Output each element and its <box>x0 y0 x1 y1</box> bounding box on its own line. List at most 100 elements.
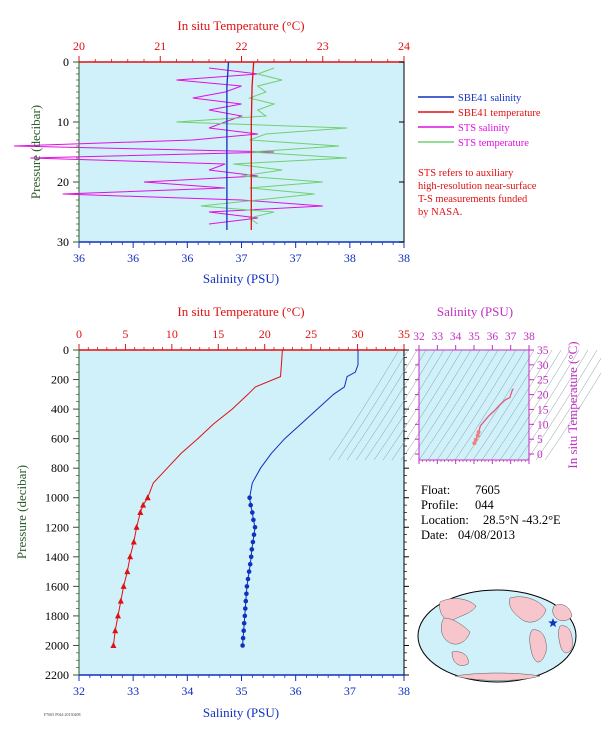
map-land-north-america <box>509 596 547 623</box>
bottom-series <box>110 349 359 648</box>
ts-density-contour <box>517 349 589 461</box>
ts-temp-tick-label: 0 <box>537 449 543 461</box>
top-series <box>13 61 348 230</box>
temperature-point <box>117 597 124 604</box>
profile-value: 044 <box>475 498 495 512</box>
salinity-point <box>243 606 248 611</box>
salinity-point <box>244 584 250 589</box>
ts-density-contour <box>490 349 562 461</box>
ts-sal-tick-label: 34 <box>450 331 462 343</box>
ts-series <box>472 388 514 446</box>
bottom-temp-tick-label: 0 <box>76 327 82 341</box>
salinity-point <box>241 621 247 626</box>
bottom-temp-tick-label: 5 <box>122 327 128 341</box>
map-land-europe <box>552 604 573 621</box>
temperature-point <box>140 501 147 508</box>
temperature-point <box>124 568 131 575</box>
float-location-star <box>548 618 558 628</box>
top-temp-tick-label: 23 <box>317 39 329 53</box>
top-sal-axis-title: Salinity (PSU) <box>203 271 279 286</box>
legend-label: STS salinity <box>458 123 510 134</box>
bottom-temp-tick-label: 25 <box>305 327 317 341</box>
bottom-pressure-tick-label: 2200 <box>45 668 69 682</box>
legend-item-sts-temperature: STS temperature <box>418 138 529 149</box>
ts-temp-tick-label: 25 <box>537 375 549 387</box>
bottom-temp-tick-label: 10 <box>166 327 178 341</box>
ts-sal-tick-label: 37 <box>505 331 517 343</box>
salinity-point <box>242 613 248 619</box>
salinity-point <box>250 539 256 545</box>
ts-density-contour <box>508 349 580 461</box>
map-land-asia-north <box>439 598 477 623</box>
bottom-sal-tick-label: 36 <box>290 684 302 698</box>
ts-point <box>473 437 478 442</box>
ts-sal-axis-title: Salinity (PSU) <box>437 304 513 319</box>
top-pressure-tick-label: 0 <box>63 55 69 69</box>
ts-density-contour <box>373 349 445 461</box>
bottom-sal-tick-label: 35 <box>236 684 248 698</box>
ts-temp-tick-label: 35 <box>537 345 549 357</box>
ts-density-contour <box>400 349 472 461</box>
ts-density-contour <box>337 349 409 461</box>
salinity-point <box>241 628 246 633</box>
ts-density-contour <box>481 349 553 461</box>
bottom-temp-tick-label: 20 <box>259 327 271 341</box>
bottom-pressure-tick-label: 1200 <box>45 520 69 534</box>
ts-density-contour <box>391 349 463 461</box>
temperature-point <box>112 627 119 634</box>
salinity-point <box>245 576 251 582</box>
bottom-pressure-tick-label: 1800 <box>45 609 69 623</box>
map-continents <box>439 596 573 681</box>
top-series-sts-salinity <box>13 67 323 225</box>
bottom-pressure-tick-label: 0 <box>63 343 69 357</box>
ts-sal-tick-label: 38 <box>523 331 535 343</box>
top-temp-tick-label: 21 <box>154 39 166 53</box>
date-label: Date: <box>421 528 448 542</box>
temperature-point <box>133 523 140 530</box>
bottom-pressure-tick-label: 1600 <box>45 579 69 593</box>
ts-density-contour <box>535 357 601 461</box>
legend-note-line: STS refers to auxiliary <box>418 168 514 179</box>
bottom-profile-chart: 0 5 10 15 20 25 30 35 32 33 34 35 36 37 38 0 200 400 600 80… <box>14 304 410 720</box>
bottom-pressure-tick-label: 2000 <box>45 638 69 652</box>
temperature-point <box>144 494 151 501</box>
ts-temp-tick-label: 20 <box>537 390 549 402</box>
ts-density-contour <box>382 349 454 461</box>
bottom-temp-tick-label: 15 <box>212 327 224 341</box>
ts-density-contour <box>445 349 517 461</box>
top-ticks: 20 21 22 23 24 36 36 36 37 37 38 38 0 10 20 30 <box>57 39 410 265</box>
legend-label: SBE41 temperature <box>458 108 541 119</box>
bottom-temp-tick-label: 30 <box>352 327 364 341</box>
top-profile-chart: 20 21 22 23 24 36 36 36 37 37 38 38 0 10 20 30 In situ … <box>13 18 410 286</box>
top-pressure-axis-title: Pressure (decibar) <box>28 105 43 199</box>
legend-item-sts-salinity: STS salinity <box>418 123 510 134</box>
temperature-point <box>115 612 121 619</box>
salinity-point <box>249 547 255 552</box>
location-map <box>417 589 577 683</box>
ts-density-contour <box>436 349 508 461</box>
top-series-sts-temperature <box>176 67 348 225</box>
legend: SBE41 salinity SBE41 temperature STS sal… <box>418 93 541 218</box>
ts-sal-tick-label: 36 <box>487 331 499 343</box>
ts-density-contour <box>364 349 436 461</box>
top-temp-tick-label: 20 <box>73 39 85 53</box>
top-sal-tick-label: 37 <box>290 251 302 265</box>
top-pressure-tick-label: 20 <box>57 175 69 189</box>
ts-density-contour <box>328 349 400 461</box>
location-label: Location: <box>421 513 469 527</box>
ts-sal-tick-label: 33 <box>432 331 444 343</box>
salinity-point <box>250 510 255 515</box>
legend-item-sbe41-salinity: SBE41 salinity <box>418 93 522 104</box>
ts-temp-tick-label: 5 <box>537 434 543 446</box>
salinity-point <box>243 598 249 604</box>
ts-density-contours <box>328 349 601 461</box>
ts-point <box>476 430 481 435</box>
ts-temp-tick-label: 10 <box>537 419 549 431</box>
ts-diagram: 32 33 34 35 36 37 38 0 5 10 15 20 25 30 35 Salinity (P… <box>328 304 601 469</box>
map-land-south-america <box>529 629 547 663</box>
salinity-point <box>240 643 245 648</box>
map-land-australia <box>451 651 469 666</box>
top-sal-tick-label: 38 <box>344 251 356 265</box>
top-pressure-tick-label: 30 <box>57 235 69 249</box>
